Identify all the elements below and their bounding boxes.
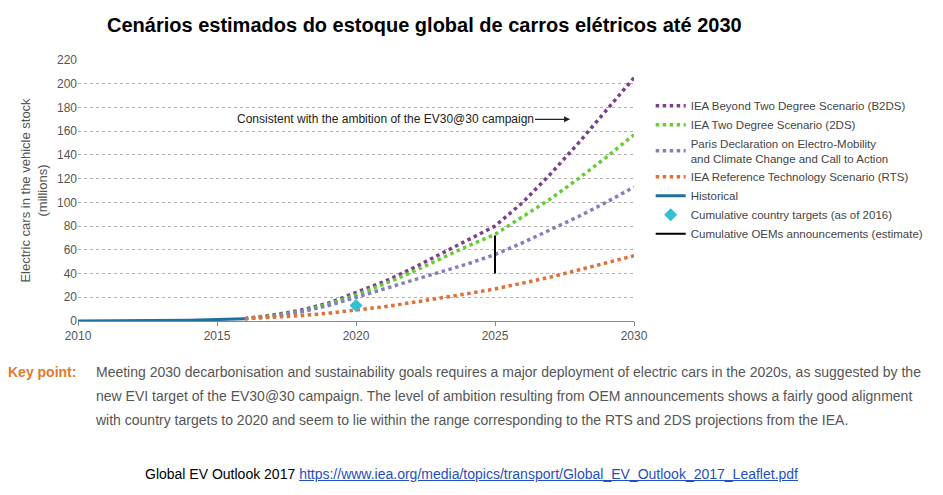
- svg-text:100: 100: [57, 196, 77, 210]
- svg-text:Electric cars in the vehicle s: Electric cars in the vehicle stock(milli…: [18, 98, 50, 283]
- svg-text:120: 120: [57, 172, 77, 186]
- html-text:Global EV Outlook 2017 https:/: Global EV Outlook 2017 https://www.iea.o…: [145, 466, 798, 482]
- svg-text:2015: 2015: [204, 329, 231, 343]
- svg-text:Historical: Historical: [691, 190, 738, 202]
- svg-text:2025: 2025: [482, 329, 509, 343]
- svg-text:2030: 2030: [621, 329, 648, 343]
- svg-text:IEA Beyond Two Degree Scenario: IEA Beyond Two Degree Scenario (B2DS): [691, 100, 906, 112]
- svg-text:Paris Declaration on Electro-M: Paris Declaration on Electro-Mobilityand…: [691, 138, 889, 165]
- svg-text:Cenários estimados do estoque: Cenários estimados do estoque global de …: [107, 14, 742, 36]
- html-text:Meeting 2030 decarbonisation a: Meeting 2030 decarbonisation and sustain…: [96, 364, 921, 428]
- svg-text:IEA Reference Technology Scena: IEA Reference Technology Scenario (RTS): [691, 171, 909, 183]
- svg-text:0: 0: [70, 314, 77, 328]
- svg-text:2010: 2010: [65, 329, 92, 343]
- html-text:Key point:: Key point:: [8, 364, 77, 380]
- svg-text:140: 140: [57, 148, 77, 162]
- svg-text:160: 160: [57, 124, 77, 138]
- svg-text:IEA Two Degree Scenario (2DS): IEA Two Degree Scenario (2DS): [691, 119, 856, 131]
- svg-text:Cumulative OEMs announcements: Cumulative OEMs announcements (estimate): [691, 228, 923, 240]
- svg-text:2020: 2020: [343, 329, 370, 343]
- svg-text:220: 220: [57, 53, 77, 67]
- svg-text:Consistent with the ambition o: Consistent with the ambition of the EV30…: [237, 112, 534, 126]
- svg-text:20: 20: [64, 290, 78, 304]
- svg-text:80: 80: [64, 219, 78, 233]
- svg-text:200: 200: [57, 77, 77, 91]
- svg-text:180: 180: [57, 101, 77, 115]
- svg-text:40: 40: [64, 267, 78, 281]
- svg-text:60: 60: [64, 243, 78, 257]
- svg-text:Cumulative country targets (as: Cumulative country targets (as of 2016): [691, 209, 893, 221]
